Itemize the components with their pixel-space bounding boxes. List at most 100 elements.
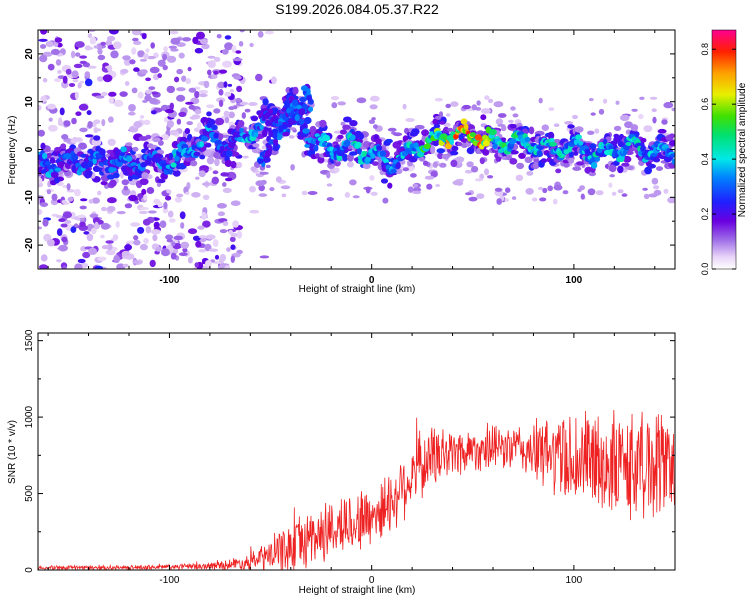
spectrogram-cell — [669, 140, 675, 146]
spectrogram-cell — [588, 171, 597, 177]
spectrogram-cell — [568, 151, 574, 158]
spectrogram-cell — [54, 78, 62, 83]
spectrogram-cell — [463, 123, 469, 130]
spectrogram-cell — [107, 64, 113, 73]
spectrogram-cell — [541, 124, 549, 131]
spectrogram-cell — [50, 171, 59, 178]
spectrogram-cell — [489, 129, 497, 136]
spectrogram-cell — [533, 161, 539, 170]
spectrogram-cell — [518, 152, 526, 159]
spectrogram-cell — [439, 120, 446, 125]
spectrogram-cell — [493, 101, 504, 108]
spectrogram-cell — [91, 197, 100, 204]
spectrogram-cell — [139, 243, 148, 251]
spectrogram-cell — [106, 35, 116, 42]
spectrogram-cell — [77, 258, 86, 264]
spectrogram-cell — [433, 140, 440, 146]
spectrogram-cell — [281, 193, 287, 198]
spectrogram-cell — [55, 214, 63, 219]
spectrogram-cell — [480, 114, 487, 121]
spectrogram-cell — [112, 172, 120, 179]
spectrogram-cell — [170, 162, 177, 168]
spectrogram-cell — [323, 158, 328, 163]
spectrogram-cell — [199, 141, 204, 148]
spectrogram-cell — [624, 166, 629, 170]
spectrogram-cell — [226, 150, 233, 158]
spectrogram-cell — [105, 240, 114, 244]
spectrogram-cell — [107, 197, 117, 204]
spectrogram-cell — [617, 189, 624, 194]
spectrogram-cell — [88, 30, 96, 33]
spectrogram-cell — [181, 75, 187, 82]
spectrogram-cell — [145, 48, 150, 53]
spectrogram-cell — [121, 250, 130, 257]
spectrogram-cell — [108, 116, 114, 123]
spectrogram-cell — [87, 121, 93, 128]
spectrogram-cell — [157, 73, 162, 79]
spectrogram-cell — [249, 42, 254, 48]
spectrogram-cell — [469, 132, 476, 138]
spectrogram-cell — [95, 95, 105, 99]
spectrogram-cell — [651, 177, 659, 185]
spectrogram-cell — [547, 185, 553, 192]
spectrogram-cell — [663, 101, 674, 109]
spectrogram-cell — [54, 37, 63, 43]
spectrogram-cell — [479, 157, 485, 165]
spectrogram-cell — [84, 71, 91, 78]
spectrogram-cell — [42, 218, 49, 227]
spectrogram-cell — [354, 141, 362, 149]
spectrogram-cell — [206, 122, 213, 129]
spectrogram-cell — [497, 123, 506, 127]
spectrogram-cell — [621, 193, 628, 197]
spectrogram-cell — [57, 69, 62, 74]
spectrogram-cell — [97, 76, 104, 82]
colorbar: 0.0 0.2 0.4 0.6 0.8 Normalized spectral ampl… — [700, 29, 748, 275]
spectrogram-cell — [58, 117, 63, 126]
spectrogram-cell — [74, 188, 81, 197]
spectrogram-cell — [157, 178, 166, 184]
spectrogram-cell — [51, 48, 60, 56]
spectrogram-cell — [197, 122, 202, 130]
spectrogram-cell — [134, 200, 139, 204]
spectrogram-cell — [157, 59, 166, 67]
spectrogram-cell — [132, 146, 139, 152]
spectrogram-cell — [301, 190, 308, 196]
spectrogram-cell — [92, 217, 100, 225]
spectrogram-cell — [365, 156, 372, 162]
spectrogram-cell — [451, 145, 459, 152]
spectrogram-cell — [143, 194, 148, 201]
spectrogram-cell — [120, 146, 127, 153]
spectrogram-cell — [640, 138, 647, 143]
spectrogram-cell — [598, 108, 605, 115]
spectrogram-cell — [595, 190, 604, 196]
spectrogram-cell — [79, 221, 86, 228]
spectrogram-cell — [213, 56, 221, 63]
spectrogram-cell — [515, 174, 524, 181]
spectrogram-cell — [38, 38, 48, 42]
spectrogram-cell — [86, 110, 92, 116]
spectrogram-cell — [623, 155, 632, 163]
spectrogram-cell — [608, 182, 613, 188]
spectrogram-cell — [667, 196, 675, 204]
spectrogram-cell — [262, 98, 269, 106]
spectrogram-cell — [63, 120, 71, 127]
spectrogram-cell — [648, 193, 658, 198]
spectrogram-cell — [575, 134, 582, 140]
spectrogram-cell — [407, 186, 414, 193]
spectrogram-cell — [292, 86, 299, 95]
spectrogram-cell — [365, 186, 371, 194]
spectrogram-cell — [232, 58, 243, 62]
spectrogram-cell — [410, 173, 417, 178]
spectrogram-cell — [87, 65, 97, 69]
spectrogram-cell — [156, 182, 162, 187]
spectrogram-cell — [224, 91, 232, 97]
spectrogram-cell — [203, 80, 210, 89]
spectrogram-cell — [579, 185, 585, 191]
spectrogram-cell — [210, 74, 218, 79]
spectrogram-cell — [358, 132, 364, 140]
spectrogram-cell — [657, 128, 667, 134]
spectrogram-cell — [82, 251, 91, 259]
spectrogram-cell — [88, 247, 98, 255]
spectrogram-cell — [184, 128, 191, 135]
spectrogram-cell — [133, 235, 139, 241]
